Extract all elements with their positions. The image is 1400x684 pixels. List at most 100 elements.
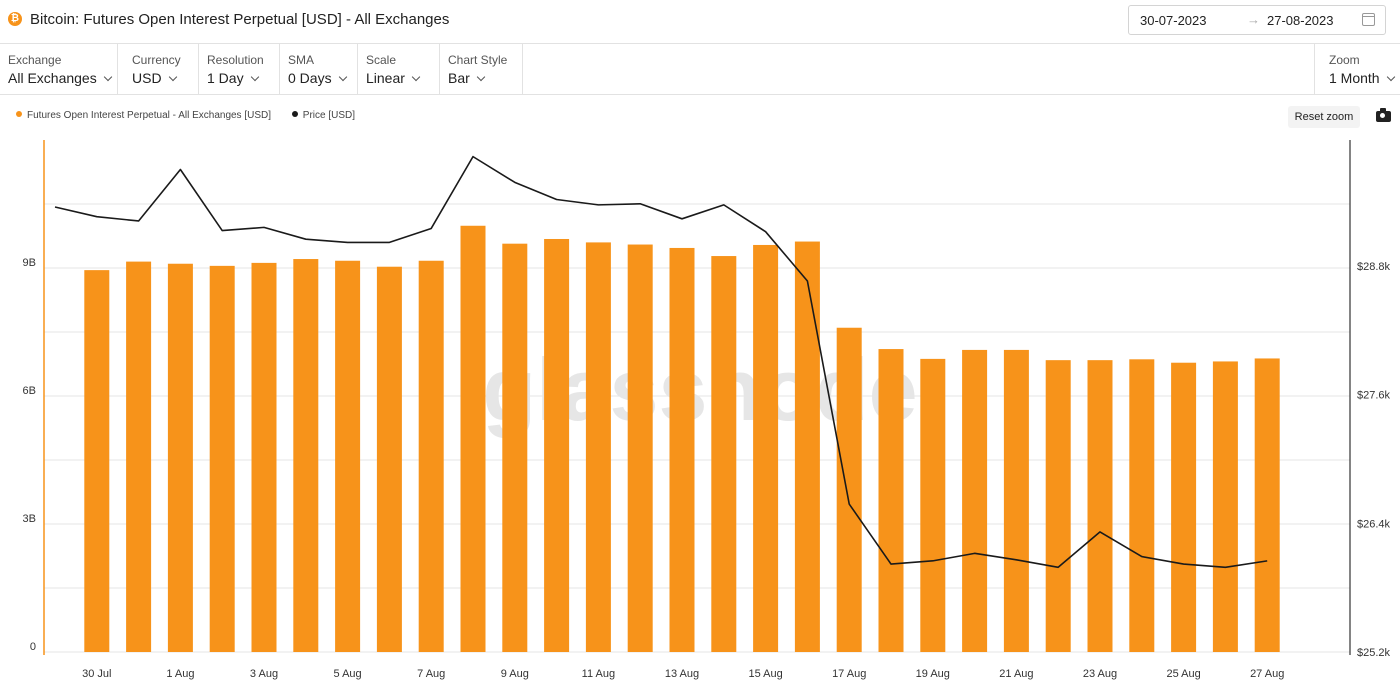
bar — [1254, 358, 1280, 652]
sma-dropdown[interactable]: SMA 0 Days — [280, 44, 358, 94]
x-tick-label: 5 Aug — [334, 668, 362, 680]
date-from-input[interactable]: 30-07-2023 — [1140, 13, 1207, 28]
scale-value: Linear — [366, 70, 421, 86]
y-left-tick-label: 6B — [23, 385, 36, 397]
x-tick-label: 21 Aug — [999, 668, 1033, 680]
chevron-down-icon — [338, 72, 347, 82]
x-tick-label: 25 Aug — [1166, 668, 1200, 680]
exchange-value-text: All Exchanges — [8, 70, 97, 86]
x-tick-label: 9 Aug — [501, 668, 529, 680]
bar — [167, 263, 193, 652]
bar — [335, 260, 361, 652]
bar — [84, 270, 110, 652]
chevron-down-icon — [103, 72, 112, 82]
x-tick-label: 19 Aug — [916, 668, 950, 680]
exchange-label: Exchange — [8, 53, 62, 67]
bar — [544, 238, 570, 652]
bar — [1045, 360, 1071, 652]
price-line — [54, 155, 1268, 569]
y-right-tick-label: $28.8k — [1357, 261, 1391, 273]
chart-toolbar: Exchange All Exchanges Currency USD Reso… — [0, 44, 1400, 95]
x-tick-label: 15 Aug — [748, 668, 782, 680]
chart-style-value-text: Bar — [448, 70, 470, 86]
chart-style-label: Chart Style — [448, 53, 508, 67]
date-range-picker[interactable]: 30-07-2023 → 27-08-2023 — [1128, 5, 1386, 35]
y-right-tick-label: $26.4k — [1357, 518, 1391, 530]
tick-labels: 0 3B 6B 9B $25.2k $26.4k $27.6k $28.8k 30 Jul 1 A… — [23, 257, 1391, 680]
zoom-dropdown[interactable]: Zoom 1 Month — [1314, 44, 1400, 94]
bar — [126, 261, 152, 652]
y-right-tick-label: $25.2k — [1357, 647, 1391, 659]
sma-value-text: 0 Days — [288, 70, 332, 86]
bar — [753, 244, 779, 652]
bar — [376, 266, 402, 652]
resolution-label: Resolution — [207, 53, 264, 67]
bar-series — [84, 225, 1280, 653]
y-left-tick-label: 9B — [23, 257, 36, 269]
x-tick-label: 3 Aug — [250, 668, 278, 680]
bar — [920, 358, 946, 652]
date-to-input[interactable]: 27-08-2023 — [1267, 13, 1334, 28]
bar — [836, 327, 862, 652]
x-tick-label: 1 Aug — [166, 668, 194, 680]
bar — [1087, 360, 1113, 652]
bar — [502, 243, 528, 652]
legend-item-open-interest[interactable]: Futures Open Interest Perpetual - All Ex… — [16, 110, 271, 121]
exchange-value: All Exchanges — [8, 70, 112, 86]
chart-style-dropdown[interactable]: Chart Style Bar — [440, 44, 523, 94]
camera-icon[interactable] — [1376, 108, 1391, 122]
chevron-down-icon — [168, 72, 177, 82]
exchange-dropdown[interactable]: Exchange All Exchanges — [0, 44, 118, 94]
legend-label: Price [USD] — [302, 110, 356, 121]
bar — [962, 349, 988, 652]
chevron-down-icon — [411, 72, 421, 82]
x-tick-label: 7 Aug — [417, 668, 445, 680]
resolution-value-text: 1 Day — [207, 70, 244, 86]
arrow-right-icon: → — [1247, 12, 1260, 27]
legend-dot — [291, 111, 298, 117]
chevron-down-icon — [1386, 72, 1395, 82]
resolution-value: 1 Day — [207, 70, 259, 86]
zoom-value: 1 Month — [1329, 70, 1395, 86]
bar — [418, 260, 444, 652]
bar — [251, 262, 277, 652]
bar — [794, 241, 820, 652]
resolution-dropdown[interactable]: Resolution 1 Day — [199, 44, 280, 94]
currency-dropdown[interactable]: Currency USD — [124, 44, 199, 94]
x-tick-label: 13 Aug — [665, 668, 699, 680]
bitcoin-icon: ₿ — [8, 12, 22, 26]
legend-item-price[interactable]: Price [USD] — [291, 110, 356, 121]
bar — [627, 244, 653, 653]
reset-zoom-button[interactable]: Reset zoom — [1288, 106, 1360, 128]
y-right-tick-label: $27.6k — [1357, 390, 1391, 402]
page-title: Bitcoin: Futures Open Interest Perpetual… — [30, 11, 450, 28]
chart-area: glassnode 03B6B9B$25.2k$26.4k$27.6k$28.8… — [23, 140, 1391, 680]
chevron-down-icon — [250, 72, 259, 82]
bar — [1129, 359, 1155, 652]
axes — [43, 140, 1351, 655]
calendar-icon[interactable] — [1362, 13, 1375, 26]
scale-label: Scale — [366, 53, 397, 67]
legend-label: Futures Open Interest Perpetual - All Ex… — [27, 110, 272, 121]
scale-value-text: Linear — [366, 70, 405, 86]
x-tick-label: 30 Jul — [82, 668, 111, 680]
x-tick-label: 23 Aug — [1083, 668, 1117, 680]
bar — [878, 349, 904, 652]
sma-label: SMA — [288, 53, 315, 67]
bar — [1171, 362, 1197, 652]
bar — [209, 265, 235, 652]
zoom-label: Zoom — [1329, 53, 1360, 67]
chart-header: ₿ Bitcoin: Futures Open Interest Perpetu… — [0, 0, 1400, 44]
x-tick-label: 27 Aug — [1250, 668, 1284, 680]
legend-dot — [16, 111, 22, 117]
chart-legend: Futures Open Interest Perpetual - All Ex… — [16, 110, 373, 121]
bar — [293, 259, 319, 652]
x-tick-label: 17 Aug — [832, 668, 866, 680]
y-left-tick-label: 3B — [23, 513, 36, 525]
y-left-tick-label: 0 — [30, 641, 36, 653]
chevron-down-icon — [476, 72, 486, 82]
currency-value: USD — [132, 70, 177, 86]
bar — [669, 247, 695, 653]
scale-dropdown[interactable]: Scale Linear — [358, 44, 440, 94]
bar — [460, 225, 486, 652]
